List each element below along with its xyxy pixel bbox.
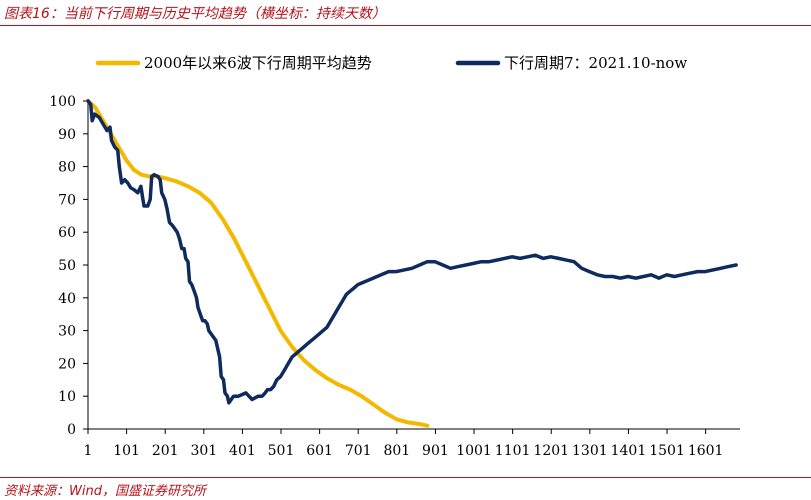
x-axis: 1 101 201 301 401 501 601 701 801 901 1001 1101 1201… [84,428,740,459]
source-note: 资料来源：Wind，国盛证券研究所 [4,484,206,499]
x-tick-label: 1601 [688,443,724,459]
x-tick-label: 1401 [611,443,647,459]
x-tick-label: 101 [113,443,140,459]
legend-label-2: 下行周期7：2021.10-now [504,54,687,72]
y-tick-label: 70 [58,192,76,208]
y-tick-label: 90 [58,127,76,143]
y-tick-label: 30 [58,324,76,340]
y-tick-label: 80 [58,160,76,176]
x-tick-label: 901 [422,443,449,459]
x-tick-label: 1 [84,443,93,459]
y-tick-label: 100 [49,94,76,110]
y-tick-label: 60 [58,225,76,241]
x-tick-label: 1101 [495,443,531,459]
x-tick-label: 401 [229,443,256,459]
y-tick-label: 40 [58,291,76,307]
figure-title: 图表16：当前下行周期与历史平均趋势（横坐标：持续天数） [4,6,386,22]
series-line-2 [86,99,738,405]
x-tick-label: 501 [268,443,295,459]
series-line-1 [86,99,430,428]
title-divider [0,25,811,26]
y-tick-label: 20 [58,356,76,372]
x-tick-label: 1501 [649,443,685,459]
legend: 2000年以来6波下行周期平均趋势 下行周期7：2021.10-now [95,54,687,72]
y-tick-label: 0 [67,422,76,438]
x-tick-label: 201 [152,443,179,459]
x-tick-label: 301 [190,443,217,459]
source-divider [0,477,811,478]
y-axis: 0 10 20 30 40 50 60 70 80 90 100 [49,94,89,438]
series-layer [86,99,738,428]
x-tick-label: 801 [383,443,410,459]
y-tick-label: 50 [58,258,76,274]
x-tick-label: 601 [306,443,333,459]
x-tick-label: 1301 [572,443,608,459]
y-tick-label: 10 [58,389,76,405]
legend-label-1: 2000年以来6波下行周期平均趋势 [144,54,372,72]
x-tick-label: 1201 [533,443,569,459]
x-tick-label: 1001 [456,443,492,459]
x-tick-label: 701 [345,443,372,459]
